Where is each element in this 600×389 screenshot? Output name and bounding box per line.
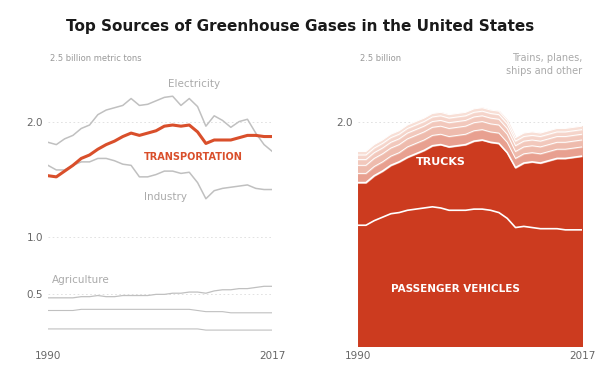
Text: Industry: Industry [143,192,187,202]
Text: TRANSPORTATION: TRANSPORTATION [143,152,242,161]
Text: TRUCKS: TRUCKS [416,157,466,167]
Text: Trains, planes,: Trains, planes, [512,53,582,63]
Text: 2.5 billion metric tons: 2.5 billion metric tons [50,54,142,63]
Text: 2.5 billion: 2.5 billion [360,54,401,63]
Text: Electricity: Electricity [169,79,221,89]
Text: ships and other: ships and other [506,66,582,76]
Text: PASSENGER VEHICLES: PASSENGER VEHICLES [391,284,520,294]
Text: Agriculture: Agriculture [52,275,110,285]
Text: Top Sources of Greenhouse Gases in the United States: Top Sources of Greenhouse Gases in the U… [66,19,534,35]
